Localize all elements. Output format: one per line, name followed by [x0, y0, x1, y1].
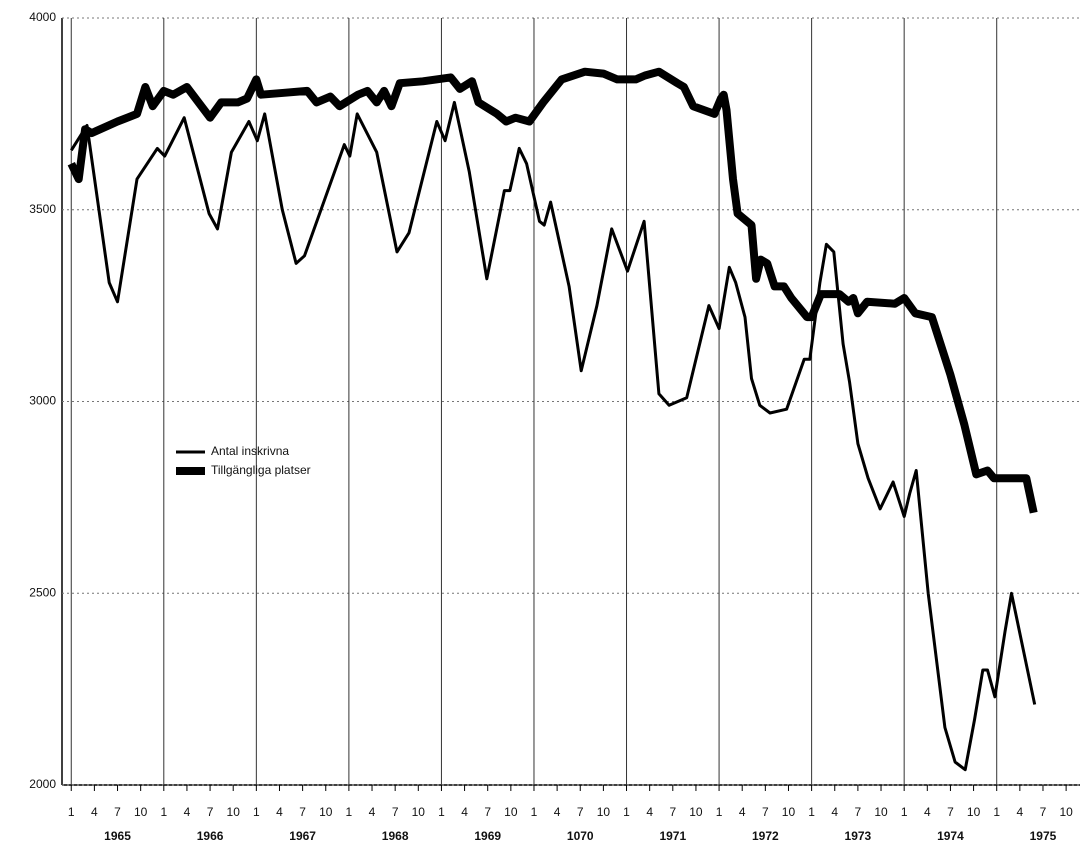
x-tick-label: 10: [1059, 805, 1073, 819]
x-tick-label: 4: [646, 805, 653, 819]
y-tick-label: 4000: [29, 10, 56, 24]
x-tick-label: 4: [91, 805, 98, 819]
year-label: 1973: [845, 829, 872, 843]
x-tick-label: 7: [484, 805, 491, 819]
x-tick-label: 4: [1017, 805, 1024, 819]
x-tick-label: 10: [874, 805, 888, 819]
x-tick-label: 10: [504, 805, 518, 819]
year-label: 1070: [567, 829, 594, 843]
x-tick-label: 10: [597, 805, 611, 819]
x-tick-label: 1: [901, 805, 908, 819]
year-label: 1974: [937, 829, 964, 843]
x-tick-label: 7: [207, 805, 214, 819]
series-line: [67, 67, 1038, 514]
y-tick-label: 3000: [29, 394, 56, 408]
x-tick-label: 7: [1040, 805, 1047, 819]
x-tick-label: 1: [160, 805, 167, 819]
series-line: [70, 100, 1037, 772]
x-tick-label: 10: [782, 805, 796, 819]
x-tick-label: 7: [299, 805, 306, 819]
x-tick-label: 10: [412, 805, 426, 819]
x-tick-label: 7: [947, 805, 954, 819]
x-tick-label: 4: [554, 805, 561, 819]
year-label: 1971: [659, 829, 686, 843]
x-tick-label: 1: [993, 805, 1000, 819]
x-tick-label: 1: [253, 805, 260, 819]
year-label: 1969: [474, 829, 501, 843]
y-tick-label: 2000: [29, 777, 56, 791]
year-label: 1975: [1030, 829, 1057, 843]
x-tick-label: 10: [227, 805, 241, 819]
year-label: 1967: [289, 829, 316, 843]
y-tick-label: 2500: [29, 585, 56, 599]
x-tick-label: 7: [114, 805, 121, 819]
year-label: 1968: [382, 829, 409, 843]
x-tick-label: 10: [134, 805, 148, 819]
x-tick-label: 1: [438, 805, 445, 819]
x-tick-label: 4: [739, 805, 746, 819]
x-tick-label: 1: [531, 805, 538, 819]
x-tick-label: 1: [716, 805, 723, 819]
x-tick-label: 4: [184, 805, 191, 819]
year-label: 1965: [104, 829, 131, 843]
legend-label: Antal inskrivna: [211, 444, 289, 458]
x-tick-label: 4: [831, 805, 838, 819]
x-tick-label: 7: [669, 805, 676, 819]
x-tick-label: 1: [346, 805, 353, 819]
year-label: 1972: [752, 829, 779, 843]
x-tick-label: 7: [855, 805, 862, 819]
x-tick-label: 7: [392, 805, 399, 819]
x-tick-label: 4: [461, 805, 468, 819]
x-tick-label: 4: [369, 805, 376, 819]
x-tick-label: 1: [68, 805, 75, 819]
x-tick-label: 10: [319, 805, 333, 819]
x-tick-label: 7: [762, 805, 769, 819]
y-tick-label: 3500: [29, 202, 56, 216]
x-tick-label: 1: [623, 805, 630, 819]
x-tick-label: 4: [276, 805, 283, 819]
x-tick-label: 7: [577, 805, 584, 819]
year-label: 1966: [197, 829, 224, 843]
x-tick-label: 10: [689, 805, 703, 819]
x-tick-label: 4: [924, 805, 931, 819]
x-tick-label: 10: [967, 805, 981, 819]
legend-label: Tillgängliga platser: [211, 463, 311, 477]
x-tick-label: 1: [808, 805, 815, 819]
